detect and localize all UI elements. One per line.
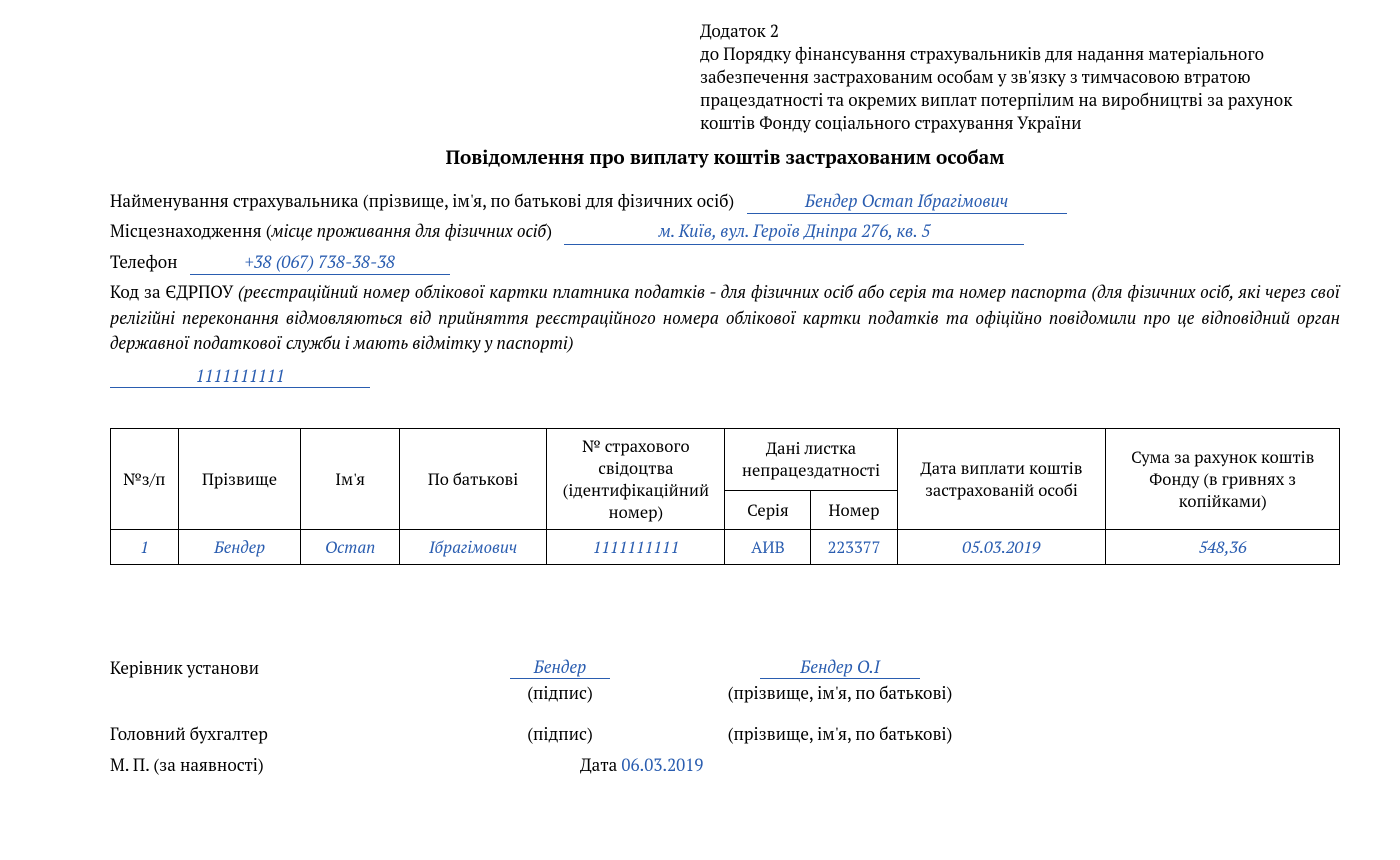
sig-caption-1: (підпис) [440,681,680,704]
acc-sig-row: Головний бухгалтер (підпис) (прізвище, і… [110,722,1340,745]
appendix-header: Додаток 2 до Порядку фінансування страху… [700,20,1340,135]
insurer-line: Найменування страхувальника (прізвище, і… [110,188,1340,215]
th-surname: Прізвище [178,428,301,529]
mp-date-row: М. П. (за наявності) Дата 06.03.2019 [110,753,1340,776]
phone-label: Телефон [110,250,178,273]
location-label-post: ) [546,219,552,242]
date-value: 06.03.2019 [621,753,703,776]
code-value-wrap: 1111111111 [110,360,1340,388]
appendix-line2: до Порядку фінансування страхувальників … [700,43,1340,135]
date-block: Дата 06.03.2019 [580,753,703,776]
th-sick-group: Дані листка непрацездатності [725,428,897,491]
head-fio: Бендер О.І [760,655,920,679]
fio-caption-2: (прізвище, ім'я, по батькові) [680,722,1000,745]
document-title: Повідомлення про виплату коштів застрахо… [110,145,1340,170]
payments-table: №з/п Прізвище Ім'я По батькові № страхов… [110,428,1340,565]
insurer-value: Бендер Остап Ібрагімович [747,188,1067,215]
code-label-ital: (реєстраційний номер облікової картки пл… [110,280,1340,354]
td-cert: 1111111111 [547,529,725,564]
td-n: 1 [111,529,179,564]
head-cap-row: (підпис) (прізвище, ім'я, по батькові) [110,681,1340,704]
td-patronymic: Ібрагімович [399,529,546,564]
phone-value: +38 (067) 738-38-38 [190,249,450,276]
th-cert: № страхового свідоцтва (ідентифікаційний… [547,428,725,529]
td-sum: 548,36 [1106,529,1340,564]
sig-caption-2: (підпис) [440,722,680,745]
td-series: АИВ [725,529,811,564]
th-n: №з/п [111,428,179,529]
th-name: Ім'я [301,428,399,529]
date-label: Дата [580,753,621,776]
location-line: Місцезнаходження (місце проживання для ф… [110,218,1340,245]
location-label-pre: Місцезнаходження ( [110,219,272,242]
acc-role: Головний бухгалтер [110,722,440,745]
signatures-block: Керівник установи Бендер Бендер О.І (під… [110,655,1340,776]
head-sig-row: Керівник установи Бендер Бендер О.І [110,655,1340,679]
code-line: Код за ЄДРПОУ (реєстраційний номер облік… [110,279,1340,356]
td-number: 223377 [811,529,897,564]
td-surname: Бендер [178,529,301,564]
fio-caption-1: (прізвище, ім'я, по батькові) [680,681,1000,704]
location-value: м. Київ, вул. Героїв Дніпра 276, кв. 5 [564,218,1024,245]
th-paydate: Дата виплати коштів застрахованій особі [897,428,1106,529]
th-sum: Сума за рахунок коштів Фонду (в гривнях … [1106,428,1340,529]
th-number: Номер [811,491,897,529]
mp-label: М. П. (за наявності) [110,753,580,776]
th-series: Серія [725,491,811,529]
td-name: Остап [301,529,399,564]
insurer-label: Найменування страхувальника (прізвище, і… [110,189,734,212]
head-role: Керівник установи [110,656,440,679]
table-row: 1 Бендер Остап Ібрагімович 1111111111 АИ… [111,529,1340,564]
td-paydate: 05.03.2019 [897,529,1106,564]
code-label-pre: Код за ЄДРПОУ [110,280,238,303]
phone-line: Телефон +38 (067) 738-38-38 [110,249,1340,276]
appendix-line1: Додаток 2 [700,20,1340,43]
th-patronymic: По батькові [399,428,546,529]
code-value: 1111111111 [110,364,370,388]
head-signature: Бендер [510,655,610,679]
location-label-ital: місце проживання для фізичних осіб [272,219,547,242]
